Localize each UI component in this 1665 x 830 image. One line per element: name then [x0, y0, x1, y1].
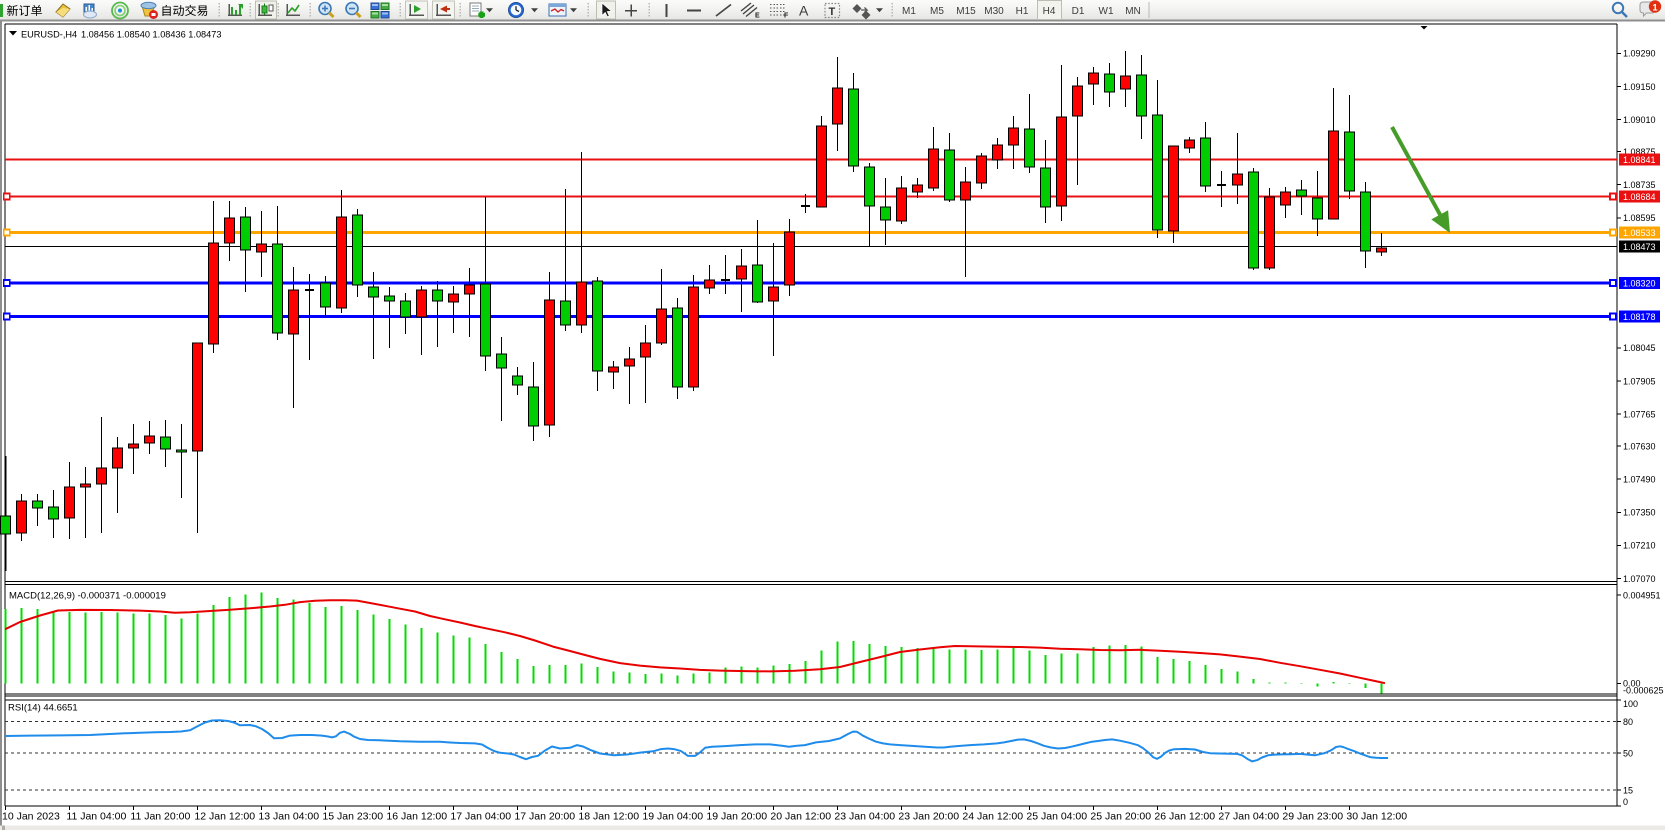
svg-text:17 Jan 04:00: 17 Jan 04:00: [450, 811, 511, 823]
svg-text:1.08841: 1.08841: [1623, 155, 1656, 165]
svg-text:H1: H1: [1016, 6, 1029, 17]
svg-text:1.08320: 1.08320: [1623, 278, 1656, 288]
svg-text:W1: W1: [1099, 6, 1114, 17]
svg-text:1.09290: 1.09290: [1623, 49, 1656, 59]
svg-text:50: 50: [1623, 748, 1633, 758]
svg-text:15 Jan 23:00: 15 Jan 23:00: [322, 811, 383, 823]
svg-text:18 Jan 12:00: 18 Jan 12:00: [578, 811, 639, 823]
svg-text:EURUSD-,H4: EURUSD-,H4: [21, 30, 77, 40]
svg-text:10 Jan 2023: 10 Jan 2023: [2, 811, 60, 823]
svg-text:1.07350: 1.07350: [1623, 508, 1656, 518]
svg-text:MACD(12,26,9) -0.000371 -0.000: MACD(12,26,9) -0.000371 -0.000019: [9, 591, 166, 602]
svg-text:1: 1: [1652, 3, 1658, 14]
svg-text:0.00: 0.00: [1623, 679, 1641, 689]
svg-text:1.08045: 1.08045: [1623, 343, 1656, 353]
svg-text:19 Jan 04:00: 19 Jan 04:00: [642, 811, 703, 823]
svg-text:1.07905: 1.07905: [1623, 376, 1656, 386]
svg-text:19 Jan 20:00: 19 Jan 20:00: [706, 811, 767, 823]
svg-text:RSI(14) 44.6651: RSI(14) 44.6651: [8, 703, 78, 714]
svg-text:25 Jan 20:00: 25 Jan 20:00: [1090, 811, 1151, 823]
svg-text:1.08533: 1.08533: [1623, 228, 1656, 238]
svg-text:T: T: [829, 6, 836, 18]
svg-text:27 Jan 04:00: 27 Jan 04:00: [1218, 811, 1279, 823]
svg-text:H4: H4: [1043, 6, 1056, 17]
svg-text:26 Jan 12:00: 26 Jan 12:00: [1154, 811, 1215, 823]
svg-text:MN: MN: [1125, 6, 1141, 17]
svg-text:M15: M15: [956, 6, 976, 17]
svg-text:29 Jan 23:00: 29 Jan 23:00: [1282, 811, 1343, 823]
svg-text:1.08875: 1.08875: [1623, 147, 1656, 157]
svg-text:1.07210: 1.07210: [1623, 541, 1656, 551]
svg-text:M30: M30: [984, 6, 1004, 17]
svg-text:1.08473: 1.08473: [1623, 242, 1656, 252]
svg-text:100: 100: [1623, 699, 1638, 709]
svg-text:11 Jan 04:00: 11 Jan 04:00: [66, 811, 126, 823]
svg-text:0.004951: 0.004951: [1623, 590, 1661, 600]
svg-text:20 Jan 12:00: 20 Jan 12:00: [770, 811, 831, 823]
svg-text:1.08178: 1.08178: [1623, 312, 1656, 322]
svg-text:1.07765: 1.07765: [1623, 409, 1656, 419]
svg-text:E: E: [755, 13, 760, 20]
svg-text:M1: M1: [902, 6, 916, 17]
svg-text:15: 15: [1623, 785, 1633, 795]
svg-text:12 Jan 12:00: 12 Jan 12:00: [194, 811, 255, 823]
svg-text:25 Jan 04:00: 25 Jan 04:00: [1026, 811, 1087, 823]
svg-text:1.09010: 1.09010: [1623, 115, 1656, 125]
svg-text:80: 80: [1623, 717, 1633, 727]
svg-text:1.07630: 1.07630: [1623, 441, 1656, 451]
svg-text:0: 0: [1623, 797, 1628, 807]
svg-text:1.07070: 1.07070: [1623, 574, 1656, 584]
svg-text:1.08595: 1.08595: [1623, 213, 1656, 223]
svg-text:11 Jan 20:00: 11 Jan 20:00: [130, 811, 190, 823]
svg-text:16 Jan 12:00: 16 Jan 12:00: [386, 811, 447, 823]
svg-text:1.08456 1.08540 1.08436 1.0847: 1.08456 1.08540 1.08436 1.08473: [81, 30, 222, 40]
svg-text:24 Jan 12:00: 24 Jan 12:00: [962, 811, 1023, 823]
svg-text:M5: M5: [930, 6, 944, 17]
svg-text:A: A: [799, 3, 809, 19]
svg-text:13 Jan 04:00: 13 Jan 04:00: [258, 811, 319, 823]
svg-text:23 Jan 04:00: 23 Jan 04:00: [834, 811, 895, 823]
svg-text:1.08684: 1.08684: [1623, 192, 1656, 202]
svg-text:1.08735: 1.08735: [1623, 180, 1656, 190]
svg-text:30 Jan 12:00: 30 Jan 12:00: [1346, 811, 1407, 823]
svg-text:D1: D1: [1072, 6, 1085, 17]
svg-text:23 Jan 20:00: 23 Jan 20:00: [898, 811, 959, 823]
svg-text:1.09150: 1.09150: [1623, 82, 1656, 92]
svg-text:1.07490: 1.07490: [1623, 475, 1656, 485]
svg-text:-0.000625: -0.000625: [1623, 685, 1664, 695]
svg-text:17 Jan 20:00: 17 Jan 20:00: [514, 811, 575, 823]
svg-text:F: F: [784, 13, 789, 20]
